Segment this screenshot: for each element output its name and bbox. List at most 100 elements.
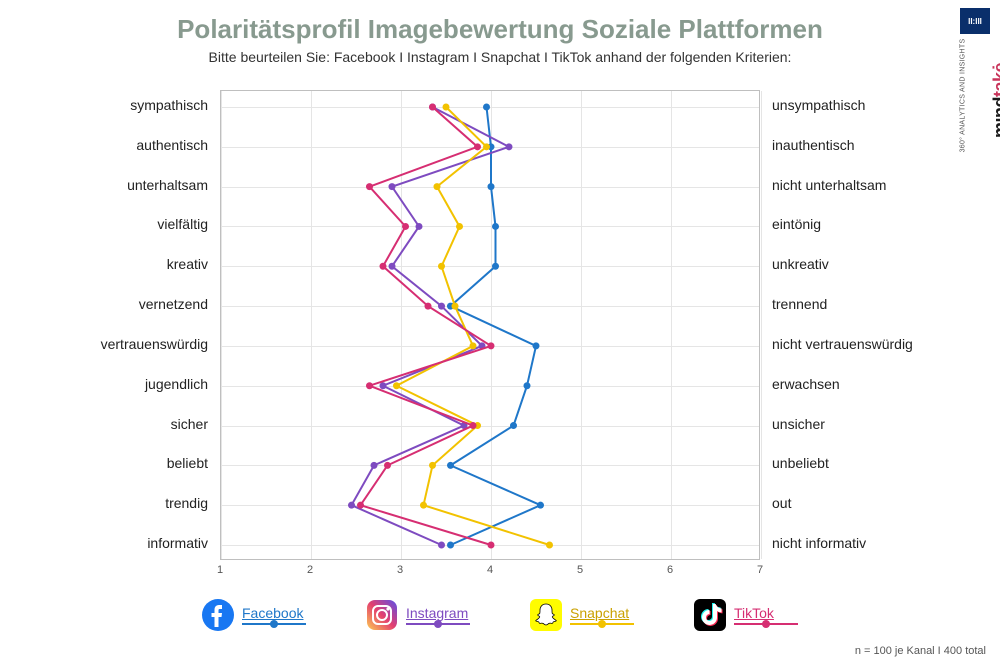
series-line-tiktok — [361, 107, 492, 545]
legend-line-sample — [406, 623, 470, 625]
legend-label: TikTok — [734, 605, 798, 621]
series-marker-facebook — [537, 502, 544, 509]
series-marker-instagram — [438, 542, 445, 549]
series-marker-tiktok — [366, 183, 373, 190]
series-marker-facebook — [533, 342, 540, 349]
series-marker-tiktok — [470, 422, 477, 429]
x-tick-label: 3 — [397, 564, 403, 576]
series-marker-snapchat — [429, 462, 436, 469]
x-tick-label: 5 — [577, 564, 583, 576]
series-marker-tiktok — [429, 104, 436, 111]
series-marker-snapchat — [546, 542, 553, 549]
header: Polaritätsprofil Imagebewertung Soziale … — [0, 0, 1000, 65]
snapchat-icon — [530, 599, 562, 631]
page-title: Polaritätsprofil Imagebewertung Soziale … — [0, 14, 1000, 45]
plot-area — [220, 90, 760, 560]
series-marker-snapchat — [452, 303, 459, 310]
legend-item-instagram: Instagram — [366, 599, 470, 631]
series-marker-instagram — [371, 462, 378, 469]
series-marker-instagram — [438, 303, 445, 310]
series-marker-instagram — [506, 143, 513, 150]
series-marker-facebook — [488, 183, 495, 190]
series-marker-tiktok — [366, 382, 373, 389]
series-marker-facebook — [492, 263, 499, 270]
legend-label: Instagram — [406, 605, 470, 621]
legend-item-facebook: Facebook — [202, 599, 306, 631]
criterion-left: vertrauenswürdig — [70, 336, 208, 352]
series-marker-instagram — [348, 502, 355, 509]
series-marker-snapchat — [420, 502, 427, 509]
criterion-left: authentisch — [70, 137, 208, 153]
series-marker-tiktok — [380, 263, 387, 270]
tiktok-icon — [694, 599, 726, 631]
criterion-right: unbeliebt — [772, 455, 829, 471]
criterion-left: vielfältig — [70, 216, 208, 232]
series-marker-tiktok — [384, 462, 391, 469]
series-marker-instagram — [380, 382, 387, 389]
criterion-left: jugendlich — [70, 376, 208, 392]
series-layer — [221, 91, 761, 561]
series-marker-snapchat — [483, 143, 490, 150]
series-marker-facebook — [510, 422, 517, 429]
brand-logo: II:III — [958, 8, 992, 36]
x-tick-label: 7 — [757, 564, 763, 576]
criterion-left: sympathisch — [70, 97, 208, 113]
criterion-right: nicht vertrauenswürdig — [772, 336, 913, 352]
brand-badge: II:III — [960, 8, 990, 34]
criterion-right: unsympathisch — [772, 97, 865, 113]
legend-label: Facebook — [242, 605, 306, 621]
series-marker-facebook — [492, 223, 499, 230]
criterion-right: trennend — [772, 296, 827, 312]
brand-wordmark: mındtakė — [990, 63, 1000, 138]
criterion-right: unkreativ — [772, 256, 829, 272]
series-marker-tiktok — [488, 342, 495, 349]
criterion-left: vernetzend — [70, 296, 208, 312]
series-marker-instagram — [389, 263, 396, 270]
legend-item-tiktok: TikTok — [694, 599, 798, 631]
brand-wordmark-part2: takė — [990, 63, 1000, 97]
series-marker-instagram — [389, 183, 396, 190]
gridline-vertical — [761, 91, 762, 559]
series-marker-snapchat — [393, 382, 400, 389]
page-subtitle: Bitte beurteilen Sie: Facebook I Instagr… — [0, 49, 1000, 65]
series-marker-facebook — [447, 542, 454, 549]
x-tick-label: 6 — [667, 564, 673, 576]
legend-label: Snapchat — [570, 605, 634, 621]
series-marker-snapchat — [470, 342, 477, 349]
series-marker-tiktok — [425, 303, 432, 310]
legend-line-sample — [242, 623, 306, 625]
criterion-right: erwachsen — [772, 376, 840, 392]
legend: Facebook Instagram Snapchat TikTok — [0, 599, 1000, 631]
x-tick-label: 2 — [307, 564, 313, 576]
series-marker-tiktok — [488, 542, 495, 549]
criterion-left: kreativ — [70, 256, 208, 272]
criterion-left: beliebt — [70, 455, 208, 471]
criterion-right: nicht informativ — [772, 535, 866, 551]
series-marker-instagram — [416, 223, 423, 230]
criterion-right: unsicher — [772, 416, 825, 432]
criterion-left: unterhaltsam — [70, 177, 208, 193]
series-marker-facebook — [524, 382, 531, 389]
instagram-icon — [366, 599, 398, 631]
legend-line-sample — [734, 623, 798, 625]
criterion-left: trendig — [70, 495, 208, 511]
criterion-right: eintönig — [772, 216, 821, 232]
series-marker-tiktok — [402, 223, 409, 230]
series-line-snapchat — [397, 107, 550, 545]
footer-sample-size: n = 100 je Kanal I 400 total — [855, 645, 986, 657]
legend-line-sample — [570, 623, 634, 625]
series-marker-snapchat — [443, 104, 450, 111]
series-marker-snapchat — [434, 183, 441, 190]
criterion-right: inauthentisch — [772, 137, 855, 153]
series-marker-snapchat — [456, 223, 463, 230]
series-marker-facebook — [483, 104, 490, 111]
brand-wordmark-part1: mınd — [990, 97, 1000, 138]
series-marker-tiktok — [474, 143, 481, 150]
series-marker-tiktok — [357, 502, 364, 509]
x-tick-label: 4 — [487, 564, 493, 576]
brand-tagline: 360° ANALYTICS AND INSIGHTS — [960, 39, 967, 153]
legend-item-snapchat: Snapchat — [530, 599, 634, 631]
criterion-right: out — [772, 495, 791, 511]
criterion-right: nicht unterhaltsam — [772, 177, 886, 193]
criterion-left: informativ — [70, 535, 208, 551]
